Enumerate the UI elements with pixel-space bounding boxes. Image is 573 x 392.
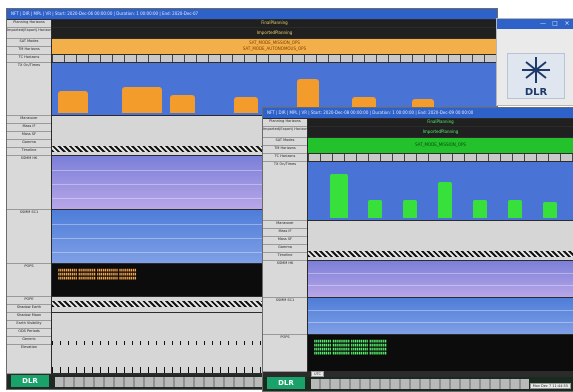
front-toolbar-icons[interactable] [311, 379, 529, 389]
front-window-titlebar: NFT | DIR | MPL | VR | Start: 2020-Dec-0… [263, 108, 573, 118]
front-ssmm-sc1-gridline-2 [308, 322, 573, 323]
front-sat-text: SAT_MODE_MISSION_OPS [415, 142, 466, 147]
front-lane-timeline: Timeline [263, 253, 307, 261]
tx-bump-4 [234, 97, 258, 113]
lane-planning-body[interactable]: FinalPlanning [52, 20, 497, 27]
right-maximize-button[interactable]: □ [552, 20, 558, 27]
back-window-title: NFT | DIR | MPL | VR | Start: 2020-Dec-0… [11, 11, 199, 16]
front-ssmm-hk-gridline-1 [308, 273, 573, 274]
tx-bump-3 [170, 95, 195, 113]
lane-timeline: Timeline [7, 148, 51, 156]
front-lane-imported: Imported(Export) Horizons [263, 127, 307, 138]
front-tx-bump-7 [543, 202, 557, 218]
sat-text-2: SAT_MODE_AUTONOMOUS_OPS [242, 46, 307, 51]
tx-bump-1 [58, 91, 88, 113]
front-lane-tc: TC Horizons [263, 154, 307, 162]
front-ssmm-hk-body[interactable] [308, 261, 573, 297]
front-footer: DLR UTC Mon Dec 7 11:44:55 [263, 371, 573, 391]
front-tx-bump-2 [368, 200, 382, 218]
front-imported-text: ImportedPlanning [422, 129, 459, 134]
front-window: NFT | DIR | MPL | VR | Start: 2020-Dec-0… [262, 107, 573, 392]
front-lane-planning: Planning Horizons [263, 119, 307, 127]
lane-tx-body[interactable] [52, 63, 497, 115]
front-tx-bump-1 [330, 174, 348, 218]
front-tx-bump-4 [438, 182, 452, 218]
lane-ssmm-sc1: SSMM SC1 [7, 210, 51, 264]
front-lane-pops: POPS [263, 335, 307, 372]
front-lane-mass-sf: Mass SF [263, 237, 307, 245]
tx-bump-5 [297, 79, 319, 113]
lane-shadow-moon: Shadow Moon [7, 313, 51, 321]
lane-mass-if: Mass IF [7, 124, 51, 132]
front-lane-mass-if: Mass IF [263, 229, 307, 237]
lane-sat-modes: SAT Modes [7, 39, 51, 47]
lane-generic: Generic [7, 337, 51, 345]
right-minimize-button[interactable]: — [540, 20, 546, 27]
lane-elevation: Elevation [7, 345, 51, 374]
front-status-utc: UTC [311, 371, 324, 377]
front-lane-ssmm-hk: SSMM HK [263, 261, 307, 298]
front-tx-bump-6 [508, 200, 522, 218]
front-lane-gamma: Gamma [263, 245, 307, 253]
dlr-brand-text: DLR [524, 87, 548, 98]
front-lane-tx: TX On/Times [263, 162, 307, 221]
lane-pops: POPS [7, 264, 51, 297]
front-planning-text: FinalPlanning [427, 119, 454, 124]
lane-pope: POPE [7, 297, 51, 305]
lane-imported: Imported(Export) Horizons [7, 28, 51, 39]
front-lane-maneuver: Maneuver [263, 221, 307, 229]
dlr-panel-box: DLR [507, 53, 565, 99]
front-events-hatch [308, 251, 573, 257]
front-pops-body[interactable]: ▮▮▮▮▮▮▮▮▮ ▮▮▮▮▮▮▮▮▮ ▮▮▮▮▮▮▮▮▮ ▮▮▮▮▮▮▮▮▮ … [308, 335, 573, 371]
lane-maneuver: Maneuver [7, 116, 51, 124]
right-close-button[interactable]: × [564, 20, 570, 27]
front-status-clock: Mon Dec 7 11:44:55 [529, 383, 571, 389]
front-lane-ssmm-sc1: SSMM SC1 [263, 298, 307, 335]
front-tx-bump-5 [473, 200, 487, 218]
planning-text: FinalPlanning [261, 20, 288, 25]
right-panel: — □ × DLR [496, 18, 573, 106]
front-ssmm-sc1-body[interactable] [308, 298, 573, 334]
lane-ods: ODS Periods [7, 329, 51, 337]
lane-tm: TM Horizons [7, 47, 51, 55]
lane-tc-body[interactable] [52, 55, 497, 62]
front-tx-body[interactable] [308, 162, 573, 220]
tx-bump-2 [122, 87, 162, 113]
lane-sat-body[interactable]: SAT_MODE_MISSION_OPS SAT_MODE_AUTONOMOUS… [52, 39, 497, 54]
lane-tc: TC Horizons [7, 55, 51, 63]
imported-text: ImportedPlanning [256, 30, 293, 35]
right-panel-titlebar: — □ × [497, 19, 573, 29]
front-window-title: NFT | DIR | MPL | VR | Start: 2020-Dec-0… [267, 110, 474, 115]
lane-earth-vis: Earth Visibility [7, 321, 51, 329]
lane-imported-body[interactable]: ImportedPlanning [52, 28, 497, 38]
front-ssmm-hk-gridline-2 [308, 285, 573, 286]
lane-tx: TX On/Times [7, 63, 51, 116]
sat-text-1: SAT_MODE_MISSION_OPS [249, 40, 300, 45]
front-planning-body[interactable]: FinalPlanning [308, 119, 573, 126]
lane-gamma: Gamma [7, 140, 51, 148]
lane-mass-sf: Mass SF [7, 132, 51, 140]
dlr-logo: DLR [11, 375, 49, 387]
front-events-body[interactable] [308, 221, 573, 260]
front-ssmm-sc1-gridline-1 [308, 310, 573, 311]
front-tc-body[interactable] [308, 154, 573, 161]
front-lane-tm: TM Horizons [263, 146, 307, 154]
dlr-symbol-icon [522, 57, 550, 83]
front-pops-text-block: ▮▮▮▮▮▮▮▮▮ ▮▮▮▮▮▮▮▮▮ ▮▮▮▮▮▮▮▮▮ ▮▮▮▮▮▮▮▮▮ … [314, 339, 387, 355]
front-imported-body[interactable]: ImportedPlanning [308, 127, 573, 137]
back-window-titlebar: NFT | DIR | MPL | VR | Start: 2020-Dec-0… [7, 9, 497, 19]
lane-shadow-earth: Shadow Earth [7, 305, 51, 313]
front-sat-body[interactable]: SAT_MODE_MISSION_OPS [308, 138, 573, 153]
pops-text-block: ▮▮▮▮▮▮▮▮▮▮ ▮▮▮▮▮▮▮▮▮ ▮▮▮▮▮▮▮▮▮▮▮ ▮▮▮▮▮▮▮… [58, 268, 137, 280]
front-lane-sat: SAT Modes [263, 138, 307, 146]
lane-planning: Planning Horizons [7, 20, 51, 28]
front-dlr-logo: DLR [267, 377, 305, 389]
front-tx-bump-3 [403, 200, 417, 218]
lane-ssmm-hk: SSMM HK [7, 156, 51, 210]
